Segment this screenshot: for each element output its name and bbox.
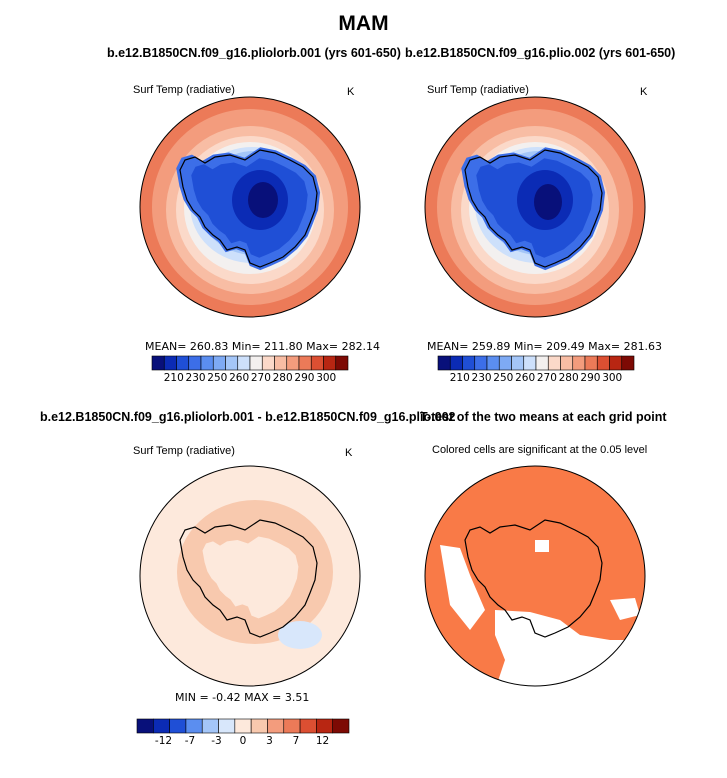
units-label: K — [640, 86, 648, 98]
panel-title: b.e12.B1850CN.f09_g16.plio.002 (yrs 601-… — [405, 46, 676, 60]
colorbar-swatch — [535, 355, 549, 371]
colorbar-swatch — [523, 355, 537, 371]
colorbar-swatch — [218, 718, 236, 734]
panel-title: T-test of the two means at each grid poi… — [420, 410, 667, 424]
map-panel-bottom-left — [140, 466, 360, 686]
map-border — [424, 465, 646, 687]
colorbar-swatch — [234, 718, 252, 734]
colorbar-swatch — [250, 718, 268, 734]
colorbar-swatch — [449, 355, 463, 371]
colorbar-swatch — [200, 355, 214, 371]
colorbar-swatch — [286, 355, 300, 371]
colorbar-swatch — [261, 355, 275, 371]
units-label: K — [347, 86, 355, 98]
colorbar-swatch — [316, 718, 333, 734]
colorbar-tick-label: 0 — [239, 735, 247, 747]
stats-line: MIN = -0.42 MAX = 3.51 — [175, 691, 310, 704]
colorbar-swatch — [332, 718, 350, 734]
colorbar-tick-label: 210 — [163, 372, 184, 384]
colorbar-swatch — [274, 355, 288, 371]
panel-title: b.e12.B1850CN.f09_g16.pliolorb.001 (yrs … — [107, 46, 401, 60]
colorbar-tick-label: -12 — [154, 735, 173, 747]
colorbar-tick-label: 300 — [316, 372, 337, 384]
units-label: K — [345, 447, 353, 459]
colorbar-swatch — [151, 355, 165, 371]
colorbar-tick-label: 270 — [536, 372, 557, 384]
colorbar-swatch — [163, 355, 177, 371]
colorbar-swatch — [136, 718, 154, 734]
colorbar-swatch — [153, 718, 170, 734]
colorbar-swatch — [511, 355, 525, 371]
colorbar-tick-label: 230 — [471, 372, 492, 384]
colorbar-swatch — [572, 355, 586, 371]
colorbar-swatch — [201, 718, 219, 734]
colorbar-swatch — [335, 355, 349, 371]
colorbar-tick-label: 290 — [294, 372, 315, 384]
stats-line: MEAN= 259.89 Min= 209.49 Max= 281.63 — [427, 340, 663, 353]
colorbar-swatch — [462, 355, 476, 371]
figure-title: MAM — [338, 12, 389, 35]
colorbar-swatch — [299, 718, 317, 734]
colorbar-tick-label: 7 — [292, 735, 300, 747]
colorbar-tick-label: 280 — [558, 372, 579, 384]
colorbar-swatch — [185, 718, 203, 734]
colorbar-swatch — [298, 355, 312, 371]
panel-title: b.e12.B1850CN.f09_g16.pliolorb.001 - b.e… — [40, 410, 456, 424]
colorbar-swatch — [486, 355, 500, 371]
colorbar-tick-label: 290 — [580, 372, 601, 384]
colorbar-swatch — [560, 355, 574, 371]
variable-label: Surf Temp (radiative) — [427, 84, 529, 96]
colorbar-top-right — [437, 355, 635, 371]
map-border — [139, 96, 361, 318]
colorbar-tick-label: 270 — [250, 372, 271, 384]
colorbar-tick-label: -3 — [211, 735, 222, 747]
colorbar-swatch — [596, 355, 610, 371]
stats-line: MEAN= 260.83 Min= 211.80 Max= 282.14 — [145, 340, 381, 353]
colorbar-swatch — [188, 355, 202, 371]
map-panel-top-left — [140, 97, 360, 317]
colorbar-swatch — [621, 355, 635, 371]
colorbar-tick-label: 210 — [449, 372, 470, 384]
colorbar-swatch — [249, 355, 263, 371]
colorbar-swatch — [267, 718, 285, 734]
colorbar-swatch — [584, 355, 598, 371]
colorbar-top-left — [151, 355, 349, 371]
colorbar-swatch — [437, 355, 451, 371]
colorbar-tick-label: 300 — [602, 372, 623, 384]
variable-label: Surf Temp (radiative) — [133, 445, 235, 457]
map-border — [424, 96, 646, 318]
colorbar-swatch — [169, 718, 187, 734]
colorbar-swatch — [547, 355, 561, 371]
variable-label: Surf Temp (radiative) — [133, 84, 235, 96]
colorbar-swatch — [237, 355, 251, 371]
colorbar-swatch — [609, 355, 623, 371]
colorbar-tick-label: 280 — [272, 372, 293, 384]
colorbar-swatch — [323, 355, 337, 371]
colorbar-tick-label: 260 — [229, 372, 250, 384]
colorbar-tick-label: -7 — [184, 735, 196, 747]
colorbar-tick-label: 12 — [315, 735, 330, 747]
colorbar-swatch — [310, 355, 324, 371]
colorbar-tick-label: 230 — [185, 372, 206, 384]
colorbar-swatch — [474, 355, 488, 371]
colorbar-bottom-left — [136, 718, 350, 734]
colorbar-tick-label: 3 — [266, 735, 273, 747]
colorbar-swatch — [212, 355, 226, 371]
colorbar-tick-label: 250 — [493, 372, 514, 384]
significance-note: Colored cells are significant at the 0.0… — [432, 444, 648, 456]
map-border — [139, 465, 361, 687]
colorbar-tick-label: 260 — [515, 372, 536, 384]
colorbar-swatch — [283, 718, 301, 734]
map-panel-bottom-right — [425, 466, 645, 686]
colorbar-swatch — [176, 355, 190, 371]
colorbar-swatch — [498, 355, 512, 371]
colorbar-swatch — [225, 355, 239, 371]
colorbar-tick-label: 250 — [207, 372, 228, 384]
map-panel-top-right — [425, 97, 645, 317]
